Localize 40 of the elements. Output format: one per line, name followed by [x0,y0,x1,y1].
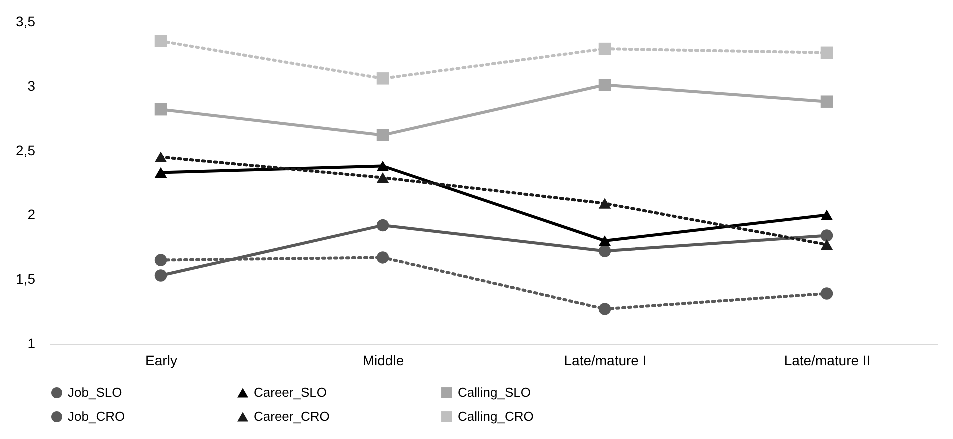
legend-label: Calling_CRO [458,409,534,424]
point [154,152,168,163]
point [376,172,390,184]
point [598,245,612,258]
legend-label: Career_SLO [254,385,327,400]
point [376,160,390,172]
y-tick-label: 3 [28,78,36,94]
point [376,219,390,232]
point [598,303,612,316]
point [598,78,612,92]
point [376,72,390,85]
point [154,167,168,178]
point [154,103,168,116]
point [820,288,834,300]
point [598,198,612,209]
legend-label: Job_CRO [68,409,126,424]
point [820,230,834,242]
point [820,46,834,60]
legend-label: Job_SLO [68,385,122,400]
y-tick-label: 2 [28,206,36,223]
point [376,252,390,264]
point [376,129,390,142]
legend-label: Career_CRO [254,409,330,424]
y-tick-label: 1 [28,336,36,352]
x-tick-label: Middle [362,352,404,368]
y-tick-label: 1,5 [16,271,36,288]
point [598,236,612,246]
point [598,42,612,56]
y-tick-label: 3,5 [16,14,36,30]
point [154,35,168,48]
point [820,240,834,250]
point [154,254,168,266]
x-tick-label: Early [146,352,178,368]
x-tick-label: Late/mature II [784,352,871,368]
point [820,210,834,221]
point [820,96,834,108]
legend-label: Calling_SLO [458,385,531,400]
x-tick-label: Late/mature I [564,352,647,368]
point [154,270,168,282]
y-tick-label: 2,5 [16,142,36,158]
